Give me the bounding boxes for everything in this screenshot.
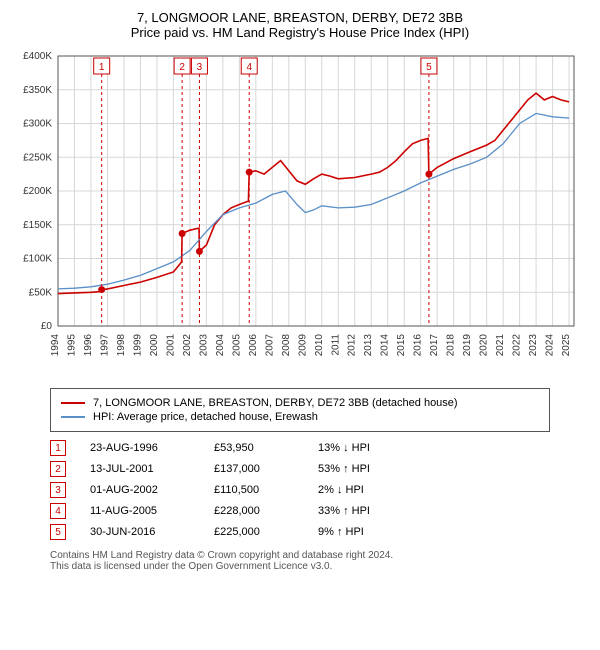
legend-row: 7, LONGMOOR LANE, BREASTON, DERBY, DE72 … (61, 397, 539, 409)
svg-text:£250K: £250K (23, 152, 52, 163)
svg-text:2017: 2017 (429, 334, 440, 357)
legend-swatch (61, 402, 85, 404)
svg-text:2014: 2014 (380, 334, 391, 357)
sale-vs-hpi: 13% ↓ HPI (318, 442, 398, 454)
svg-text:2016: 2016 (413, 334, 424, 357)
sale-vs-hpi: 9% ↑ HPI (318, 526, 398, 538)
svg-text:£0: £0 (41, 321, 53, 332)
svg-text:2023: 2023 (528, 334, 539, 357)
svg-text:2001: 2001 (165, 334, 176, 357)
sale-price: £228,000 (214, 505, 294, 517)
svg-text:1995: 1995 (66, 334, 77, 357)
legend-swatch (61, 416, 85, 418)
sales-row: 2 13-JUL-2001 £137,000 53% ↑ HPI (50, 461, 590, 477)
sale-price: £225,000 (214, 526, 294, 538)
svg-text:1998: 1998 (116, 334, 127, 357)
svg-text:£350K: £350K (23, 85, 52, 96)
sale-price: £110,500 (214, 484, 294, 496)
sale-date: 30-JUN-2016 (90, 526, 190, 538)
sale-marker-badge: 5 (50, 524, 66, 540)
title-block: 7, LONGMOOR LANE, BREASTON, DERBY, DE72 … (10, 10, 590, 40)
plot-area: £0 £50K £100K £150K £200K £250K £300K £350K £400… (10, 48, 590, 378)
svg-text:2003: 2003 (198, 334, 209, 357)
sale-vs-hpi: 2% ↓ HPI (318, 484, 398, 496)
svg-text:£50K: £50K (29, 287, 53, 298)
sale-date: 13-JUL-2001 (90, 463, 190, 475)
svg-text:2000: 2000 (149, 334, 160, 357)
svg-text:£100K: £100K (23, 254, 52, 265)
footer-attribution: Contains HM Land Registry data © Crown c… (50, 550, 590, 572)
svg-text:2019: 2019 (462, 334, 473, 357)
svg-text:2: 2 (179, 62, 185, 73)
sales-row: 4 11-AUG-2005 £228,000 33% ↑ HPI (50, 503, 590, 519)
svg-text:£300K: £300K (23, 119, 52, 130)
sales-row: 5 30-JUN-2016 £225,000 9% ↑ HPI (50, 524, 590, 540)
svg-text:£200K: £200K (23, 186, 52, 197)
svg-text:2002: 2002 (182, 334, 193, 357)
sale-marker-badge: 3 (50, 482, 66, 498)
svg-text:2008: 2008 (281, 334, 292, 357)
svg-text:2022: 2022 (512, 334, 523, 357)
sale-marker-badge: 4 (50, 503, 66, 519)
sale-vs-hpi: 53% ↑ HPI (318, 463, 398, 475)
svg-text:2009: 2009 (297, 334, 308, 357)
svg-text:3: 3 (197, 62, 203, 73)
svg-text:£400K: £400K (23, 51, 52, 62)
svg-text:1994: 1994 (50, 334, 61, 357)
sale-price: £137,000 (214, 463, 294, 475)
chart-svg: £0 £50K £100K £150K £200K £250K £300K £350K £400… (10, 48, 590, 378)
svg-text:1999: 1999 (132, 334, 143, 357)
price-chart-container: 7, LONGMOOR LANE, BREASTON, DERBY, DE72 … (10, 10, 590, 572)
svg-text:2024: 2024 (545, 334, 556, 357)
sales-row: 1 23-AUG-1996 £53,950 13% ↓ HPI (50, 440, 590, 456)
sale-marker-badge: 2 (50, 461, 66, 477)
legend-label: 7, LONGMOOR LANE, BREASTON, DERBY, DE72 … (93, 397, 458, 409)
sale-date: 01-AUG-2002 (90, 484, 190, 496)
legend-label: HPI: Average price, detached house, Erew… (93, 411, 318, 423)
svg-text:5: 5 (426, 62, 432, 73)
svg-text:£150K: £150K (23, 220, 52, 231)
svg-text:1: 1 (99, 62, 105, 73)
svg-text:2020: 2020 (479, 334, 490, 357)
sale-vs-hpi: 33% ↑ HPI (318, 505, 398, 517)
svg-text:2013: 2013 (363, 334, 374, 357)
svg-text:1996: 1996 (83, 334, 94, 357)
sale-date: 11-AUG-2005 (90, 505, 190, 517)
svg-text:2025: 2025 (561, 334, 572, 357)
svg-text:2006: 2006 (248, 334, 259, 357)
svg-text:2018: 2018 (446, 334, 457, 357)
svg-text:2011: 2011 (330, 334, 341, 356)
svg-text:2007: 2007 (264, 334, 275, 357)
svg-text:2012: 2012 (347, 334, 358, 357)
legend-box: 7, LONGMOOR LANE, BREASTON, DERBY, DE72 … (50, 388, 550, 432)
chart-title-address: 7, LONGMOOR LANE, BREASTON, DERBY, DE72 … (10, 10, 590, 25)
svg-text:2004: 2004 (215, 334, 226, 357)
sales-row: 3 01-AUG-2002 £110,500 2% ↓ HPI (50, 482, 590, 498)
svg-text:2015: 2015 (396, 334, 407, 357)
sales-table: 1 23-AUG-1996 £53,950 13% ↓ HPI 2 13-JUL-2001… (50, 440, 590, 540)
sale-marker-badge: 1 (50, 440, 66, 456)
legend-row: HPI: Average price, detached house, Erew… (61, 411, 539, 423)
footer-line-2: This data is licensed under the Open Gov… (50, 561, 590, 572)
sale-date: 23-AUG-1996 (90, 442, 190, 454)
svg-text:1997: 1997 (99, 334, 110, 357)
svg-text:2021: 2021 (495, 334, 506, 357)
svg-text:2005: 2005 (231, 334, 242, 357)
chart-title-subtitle: Price paid vs. HM Land Registry's House … (10, 25, 590, 40)
sale-price: £53,950 (214, 442, 294, 454)
svg-text:4: 4 (246, 62, 252, 73)
svg-text:2010: 2010 (314, 334, 325, 357)
footer-line-1: Contains HM Land Registry data © Crown c… (50, 550, 590, 561)
